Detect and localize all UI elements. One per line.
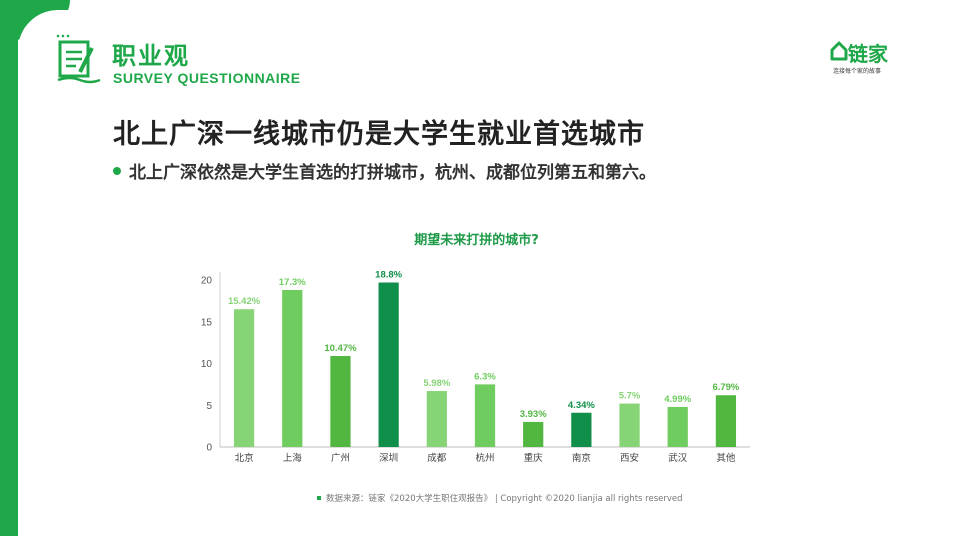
page-headline: 北上广深一线城市仍是大学生就业首选城市	[113, 119, 645, 150]
x-tick-label: 南京	[572, 452, 591, 464]
bar-chart: 0 5 10 15 20 15.42% 北京 17.3% 上海 10.47% 广州 18.8% 深圳 5.…	[201, 270, 750, 464]
source-note: 数据来源：链家《2020大学生职住观报告》 | Copyright ©2020 …	[317, 492, 683, 504]
data-label: 15.42%	[228, 296, 261, 307]
page-subline: 北上广深依然是大学生首选的打拼城市，杭州、成都位列第五和第六。	[113, 158, 656, 183]
x-tick-label: 广州	[331, 452, 350, 464]
y-tick-label: 0	[206, 443, 212, 454]
data-label: 6.3%	[474, 371, 496, 382]
bar	[571, 412, 592, 447]
section-title: 职业观	[112, 42, 190, 70]
bar	[715, 395, 737, 447]
bar	[426, 391, 447, 447]
y-tick-label: 15	[201, 317, 213, 328]
chart-title: 期望未来打拼的城市?	[414, 233, 539, 248]
brand-logo: 链家 连接每个家的故事	[830, 38, 920, 78]
data-label: 5.98%	[423, 378, 450, 389]
y-tick-label: 20	[201, 276, 213, 287]
bar	[474, 384, 496, 447]
y-tick-label: 10	[201, 359, 213, 370]
brand-name: 链家	[848, 42, 888, 66]
left-accent-band	[0, 0, 18, 536]
data-label: 10.47%	[324, 343, 357, 354]
section-subtitle: SURVEY QUESTIONNAIRE	[113, 70, 301, 86]
x-tick-label: 重庆	[524, 452, 544, 464]
data-label: 4.34%	[568, 400, 595, 411]
questionnaire-icon	[56, 34, 101, 84]
x-tick-label: 北京	[235, 452, 254, 464]
data-label: 3.93%	[520, 409, 547, 420]
bar	[330, 355, 351, 447]
bar	[378, 282, 399, 447]
brand-slogan: 连接每个家的故事	[833, 68, 882, 75]
source-dot	[317, 496, 321, 500]
x-tick-label: 深圳	[379, 453, 398, 464]
house-icon	[830, 41, 848, 61]
data-label: 17.3%	[279, 277, 306, 288]
x-tick-label: 杭州	[475, 452, 494, 464]
bar	[282, 290, 303, 447]
bullet-dot	[113, 166, 121, 175]
y-tick-label: 5	[206, 401, 212, 412]
bar	[667, 406, 688, 447]
data-label: 6.79%	[712, 382, 739, 393]
bar	[523, 421, 544, 447]
x-tick-label: 其他	[716, 452, 736, 464]
bar	[233, 309, 255, 447]
x-tick-label: 武汉	[668, 452, 688, 464]
data-label: 18.8%	[375, 270, 402, 281]
source-text: 数据来源：链家《2020大学生职住观报告》 | Copyright ©2020 …	[326, 494, 683, 504]
subline-text: 北上广深依然是大学生首选的打拼城市，杭州、成都位列第五和第六。	[129, 163, 656, 183]
x-tick-label: 上海	[283, 452, 303, 464]
bar	[619, 403, 640, 447]
data-label: 5.7%	[619, 391, 641, 402]
x-tick-label: 成都	[427, 452, 447, 464]
data-label: 4.99%	[664, 394, 691, 405]
x-tick-label: 西安	[620, 452, 639, 464]
